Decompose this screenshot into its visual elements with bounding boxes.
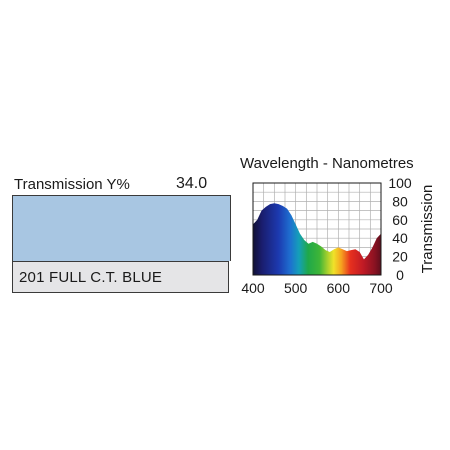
filter-name-bar: 201 FULL C.T. BLUE [12,261,229,293]
y-tick-label: 0 [396,267,404,283]
filter-name: 201 FULL C.T. BLUE [19,268,163,286]
y-tick-label: 100 [388,175,412,191]
x-tick-label: 400 [241,280,265,296]
chart-title: Wavelength - Nanometres [240,155,414,172]
transmission-label: Transmission Y% [14,176,130,193]
plot-frame [252,182,382,276]
x-tick-label: 500 [284,280,308,296]
x-tick-label: 700 [369,280,393,296]
y-tick-label: 80 [392,193,408,209]
y-axis-label: Transmission [419,185,436,274]
y-tick-label: 40 [392,230,408,246]
y-tick-label: 60 [392,212,408,228]
x-tick-label: 600 [327,280,351,296]
transmission-value: 34.0 [176,175,208,192]
filter-color-swatch [12,195,231,261]
y-tick-label: 20 [392,249,408,265]
transmission-area [253,203,381,275]
